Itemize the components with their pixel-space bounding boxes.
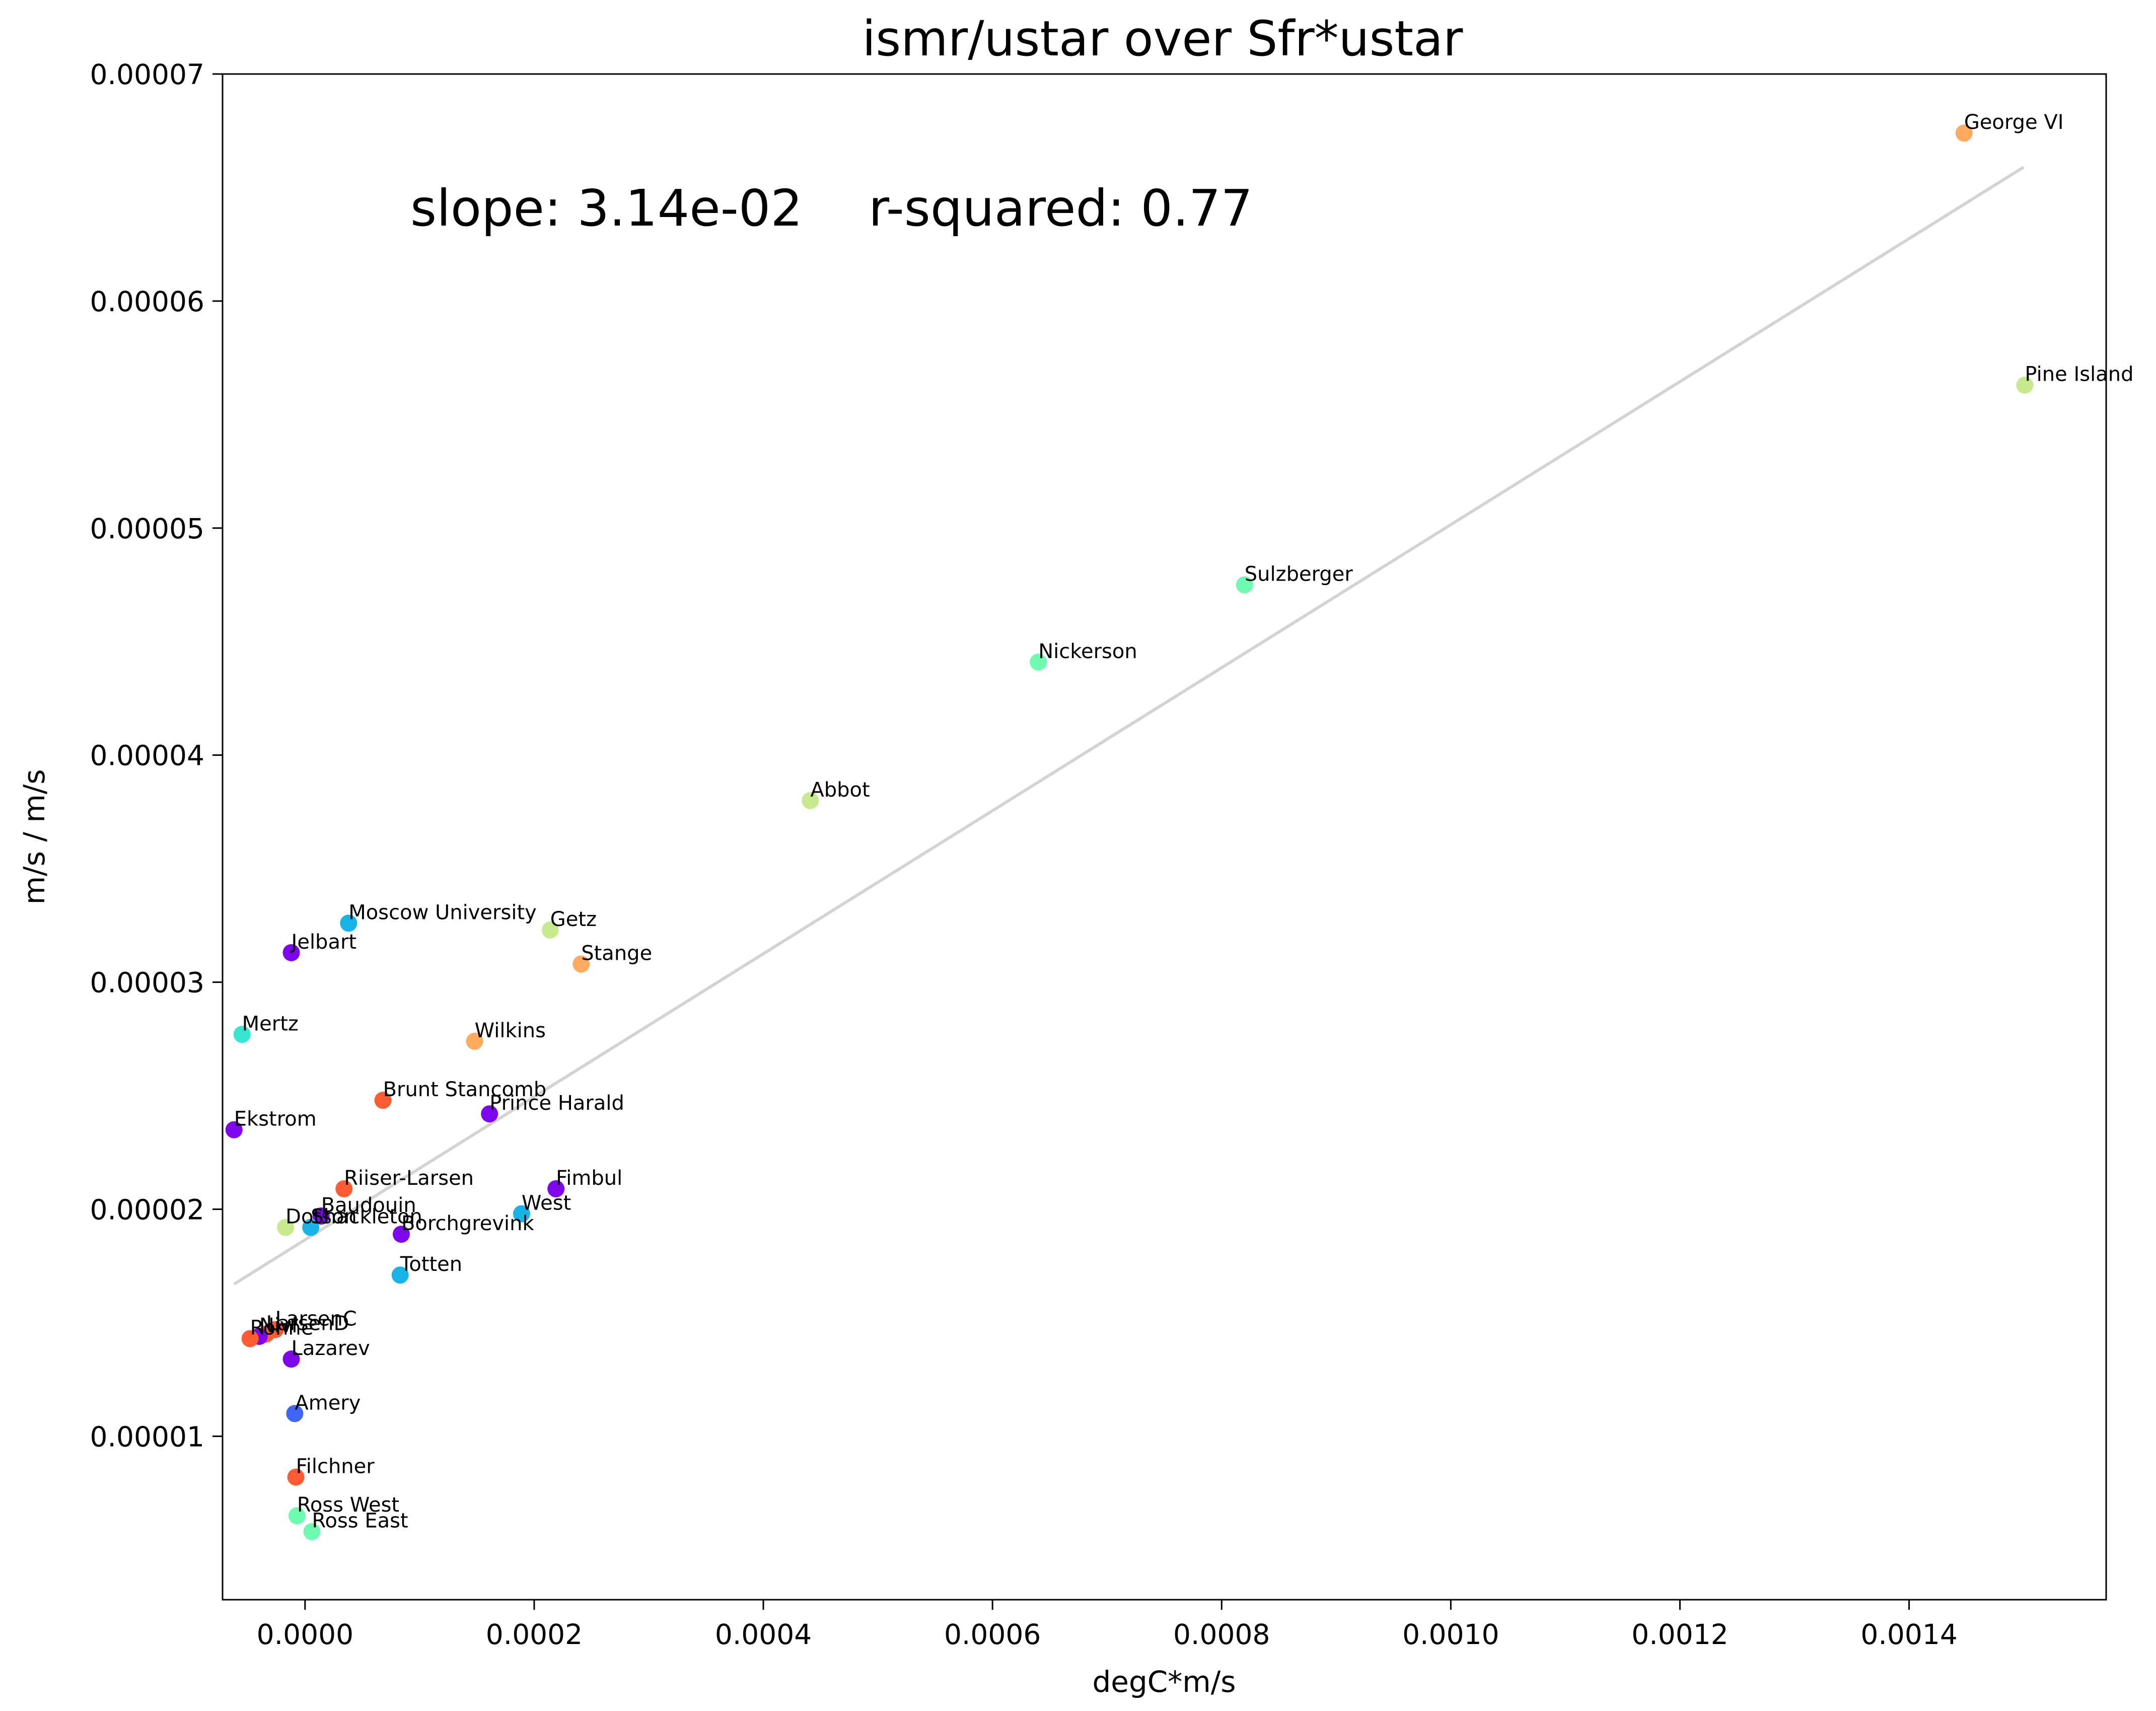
data-point-label: Getz: [550, 908, 597, 931]
slope-annotation: slope: 3.14e-02: [410, 179, 803, 238]
x-tick-label: 0.0008: [1173, 1618, 1270, 1651]
data-point-label: West: [522, 1191, 571, 1215]
data-point-label: Filchner: [296, 1455, 375, 1478]
y-tick-label: 0.00005: [90, 513, 204, 545]
data-point-label: Prince Harald: [489, 1092, 624, 1115]
data-point-label: Ekstrom: [234, 1108, 317, 1131]
data-point-label: Fimbul: [556, 1167, 622, 1190]
data-point-label: Abbot: [810, 778, 870, 802]
r-squared-annotation: r-squared: 0.77: [869, 179, 1253, 238]
data-point-label: Borchgrevink: [401, 1212, 535, 1235]
y-tick-label: 0.00006: [90, 286, 204, 318]
data-point-label: Ross East: [312, 1510, 408, 1533]
x-tick-label: 0.0004: [715, 1618, 812, 1651]
y-tick-label: 0.00007: [90, 58, 204, 91]
data-point-label: George VI: [1964, 111, 2064, 134]
y-tick-label: 0.00002: [90, 1193, 204, 1226]
data-point-label: Stange: [581, 942, 652, 965]
data-point-label: Wilkins: [475, 1019, 546, 1042]
data-point-label: Nickerson: [1038, 640, 1137, 663]
y-tick-label: 0.00004: [90, 740, 204, 772]
data-point-label: Pine Island: [2025, 363, 2133, 386]
x-tick-label: 0.0012: [1631, 1618, 1728, 1651]
x-axis-label: degC*m/s: [1092, 1665, 1236, 1699]
chart-title: ismr/ustar over Sfr*ustar: [863, 11, 1463, 67]
y-tick-label: 0.00001: [90, 1420, 204, 1453]
data-point-label: Jelbart: [290, 931, 357, 954]
data-point-label: Ronne: [250, 1316, 314, 1339]
x-tick-label: 0.0006: [944, 1618, 1041, 1651]
x-tick-label: 0.0000: [257, 1618, 353, 1651]
data-point-label: Mertz: [242, 1012, 299, 1035]
x-tick-label: 0.0014: [1860, 1618, 1957, 1651]
data-point-label: Lazarev: [292, 1337, 370, 1360]
x-tick-label: 0.0002: [486, 1618, 583, 1651]
x-tick-label: 0.0010: [1402, 1618, 1499, 1651]
y-axis-label: m/s / m/s: [17, 769, 51, 905]
data-point-label: Sulzberger: [1245, 563, 1353, 586]
data-point-label: Moscow University: [348, 901, 537, 924]
y-tick-label: 0.00003: [90, 967, 204, 999]
data-point-label: Totten: [400, 1253, 462, 1276]
data-point-label: Amery: [295, 1391, 361, 1414]
data-point-label: Riiser-Larsen: [344, 1167, 474, 1190]
